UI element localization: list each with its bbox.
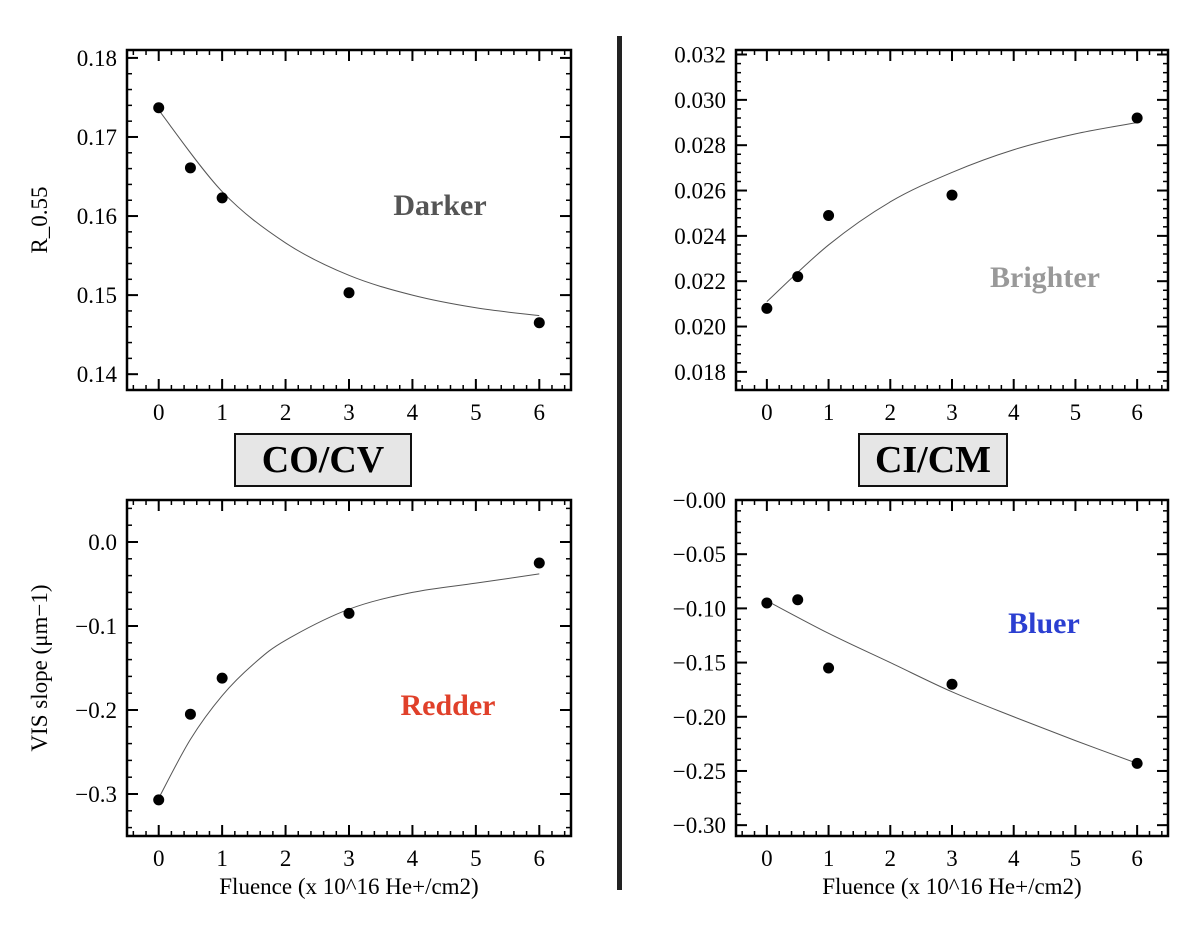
chart-bl: 0 1 2 3 4 5 6 −0.3 −0.2 −0.1 0.0 Redder VIS slope (μ… — [27, 498, 573, 899]
plot-frame — [125, 48, 573, 392]
annotation-label: Redder — [401, 689, 496, 722]
x-tick-label: 0 — [761, 846, 773, 871]
y-tick-label: −0.3 — [75, 782, 117, 807]
annotation-label: Bluer — [1008, 607, 1080, 640]
group-label-co-cv: CO/CV — [234, 433, 412, 487]
x-tick-label: 5 — [1070, 400, 1082, 425]
data-point — [216, 672, 228, 684]
x-tick-label: 6 — [534, 400, 546, 425]
x-tick-label: 3 — [343, 846, 355, 871]
y-tick-label: −0.05 — [673, 542, 726, 567]
x-tick-label: 1 — [823, 846, 835, 871]
y-tick-label: −0.1 — [75, 614, 117, 639]
y-tick-label: −0.25 — [673, 759, 726, 784]
y-tick-label: −0.30 — [673, 813, 726, 838]
plot-frame — [734, 498, 1170, 838]
data-point — [761, 302, 773, 314]
data-point — [184, 162, 196, 174]
fit-curve — [158, 109, 540, 317]
data-point — [343, 287, 355, 299]
x-tick-label: 2 — [885, 846, 897, 871]
panel-divider — [617, 36, 622, 890]
data-point — [823, 662, 835, 674]
y-tick-label: −0.20 — [673, 705, 726, 730]
x-tick-label: 3 — [946, 846, 958, 871]
x-tick-label: 5 — [470, 846, 482, 871]
data-point — [1131, 757, 1143, 769]
data-point — [946, 189, 958, 201]
y-tick-label: 0.16 — [77, 204, 117, 229]
group-label-ci-cm: CI/CM — [858, 433, 1008, 487]
data-point — [153, 102, 165, 114]
x-tick-label: 3 — [343, 400, 355, 425]
data-point — [946, 678, 958, 690]
x-axis-label: Fluence (x 10^16 He+/cm2) — [219, 874, 478, 899]
data-point — [216, 192, 228, 204]
chart-br: 0 1 2 3 4 5 6 −0.30 −0.25 −0.20 −0.15 −0.10 −0.05 −0.… — [673, 488, 1170, 899]
x-tick-label: 1 — [216, 400, 228, 425]
y-tick-label: −0.00 — [673, 488, 726, 513]
x-tick-label: 6 — [1131, 400, 1143, 425]
plot-frame — [125, 498, 573, 838]
x-tick-label: 4 — [407, 846, 419, 871]
data-point — [153, 794, 165, 806]
x-tick-label: 0 — [761, 400, 773, 425]
x-tick-label: 4 — [1008, 846, 1020, 871]
data-point — [533, 557, 545, 569]
plot-frame — [734, 48, 1170, 392]
annotation-label: Brighter — [990, 261, 1100, 294]
y-tick-label: 0.030 — [674, 88, 726, 113]
y-tick-label: 0.14 — [77, 362, 118, 387]
y-tick-label: 0.18 — [77, 46, 117, 71]
data-point — [1131, 112, 1143, 124]
y-tick-label: −0.2 — [75, 698, 117, 723]
x-tick-label: 6 — [534, 846, 546, 871]
data-point — [343, 607, 355, 619]
data-point — [184, 708, 196, 720]
y-tick-label: 0.020 — [674, 315, 726, 340]
x-tick-label: 1 — [823, 400, 835, 425]
y-tick-label: 0.022 — [674, 269, 726, 294]
y-tick-label: 0.028 — [674, 133, 726, 158]
fit-curve — [766, 600, 1138, 764]
annotation-label: Darker — [393, 189, 486, 222]
x-tick-label: 6 — [1131, 846, 1143, 871]
y-tick-label: 0.032 — [674, 43, 726, 68]
y-tick-label: 0.0 — [88, 530, 117, 555]
x-tick-label: 2 — [280, 400, 292, 425]
y-tick-label: −0.10 — [673, 596, 726, 621]
x-tick-label: 3 — [946, 400, 958, 425]
x-tick-label: 4 — [407, 400, 419, 425]
x-tick-label: 0 — [153, 400, 165, 425]
data-point — [823, 209, 835, 221]
x-tick-label: 5 — [1070, 846, 1082, 871]
y-tick-label: 0.026 — [674, 179, 726, 204]
x-tick-label: 1 — [216, 846, 228, 871]
x-tick-label: 0 — [153, 846, 165, 871]
y-axis-label: VIS slope (μm−1) — [27, 584, 52, 751]
y-tick-label: 0.15 — [77, 283, 117, 308]
fit-curve — [158, 573, 540, 799]
chart-tr: 0 1 2 3 4 5 6 0.018 0.020 0.022 0.024 0.026 0.028 0.0… — [674, 43, 1170, 425]
y-axis-label: R_0.55 — [27, 186, 52, 253]
y-tick-label: 0.024 — [674, 224, 726, 249]
data-point — [792, 594, 804, 606]
data-point — [533, 317, 545, 329]
x-tick-label: 5 — [470, 400, 482, 425]
y-tick-label: −0.15 — [673, 651, 726, 676]
x-axis-label: Fluence (x 10^16 He+/cm2) — [822, 874, 1081, 899]
x-tick-label: 4 — [1008, 400, 1020, 425]
x-tick-label: 2 — [280, 846, 292, 871]
x-tick-label: 2 — [885, 400, 897, 425]
y-tick-label: 0.17 — [77, 125, 117, 150]
data-point — [792, 271, 804, 283]
chart-tl: 0 1 2 3 4 5 6 0.14 0.15 0.16 0.17 0.18 Darker R_0.55 — [27, 46, 573, 425]
data-point — [761, 597, 773, 609]
y-tick-label: 0.018 — [674, 360, 726, 385]
fit-curve — [766, 122, 1138, 302]
